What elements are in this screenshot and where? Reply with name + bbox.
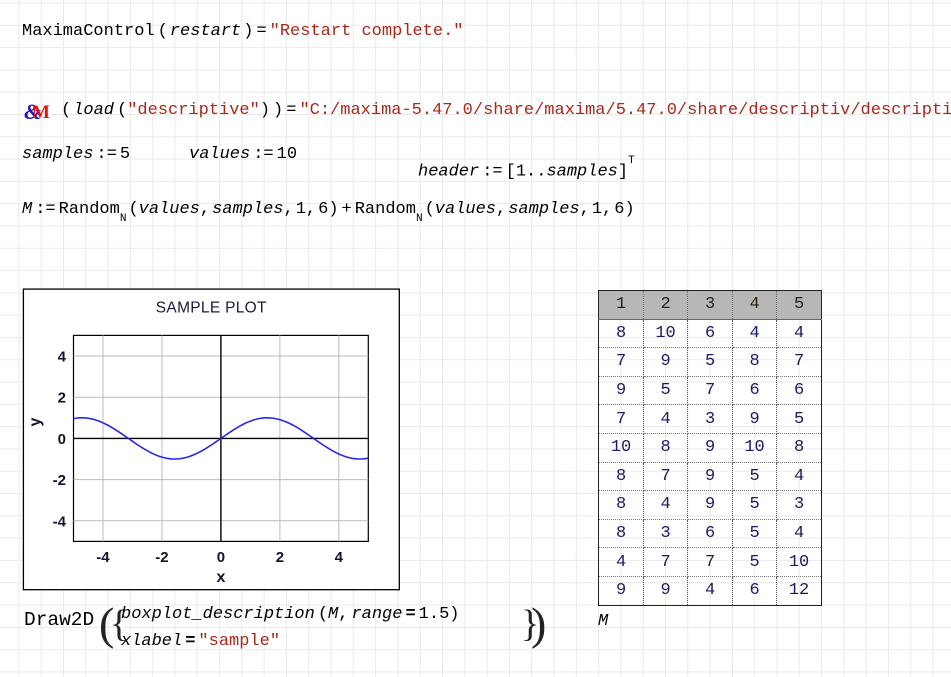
svg-text:-2: -2 (155, 549, 168, 566)
svg-text:-4: -4 (96, 549, 110, 566)
svg-text:4: 4 (335, 549, 344, 566)
svg-text:2: 2 (58, 390, 66, 407)
svg-text:-4: -4 (53, 513, 67, 530)
svg-text:4: 4 (58, 349, 67, 366)
svg-text:-2: -2 (53, 472, 66, 489)
svg-text:0: 0 (58, 431, 66, 448)
svg-text:y: y (27, 417, 44, 426)
svg-text:0: 0 (217, 549, 225, 566)
svg-text:x: x (216, 569, 225, 586)
svg-text:SAMPLE PLOT: SAMPLE PLOT (156, 300, 267, 317)
svg-text:2: 2 (276, 549, 284, 566)
